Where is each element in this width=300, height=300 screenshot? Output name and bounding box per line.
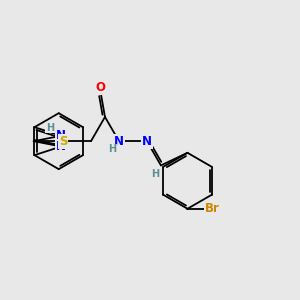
Text: O: O [96,81,106,94]
Text: H: H [108,144,116,154]
Text: N: N [142,135,152,148]
Text: N: N [56,129,66,142]
Text: H: H [152,169,160,179]
Text: S: S [59,135,67,148]
Text: N: N [114,135,124,148]
Text: N: N [56,140,66,153]
Text: Br: Br [205,202,220,215]
Text: H: H [46,123,54,133]
